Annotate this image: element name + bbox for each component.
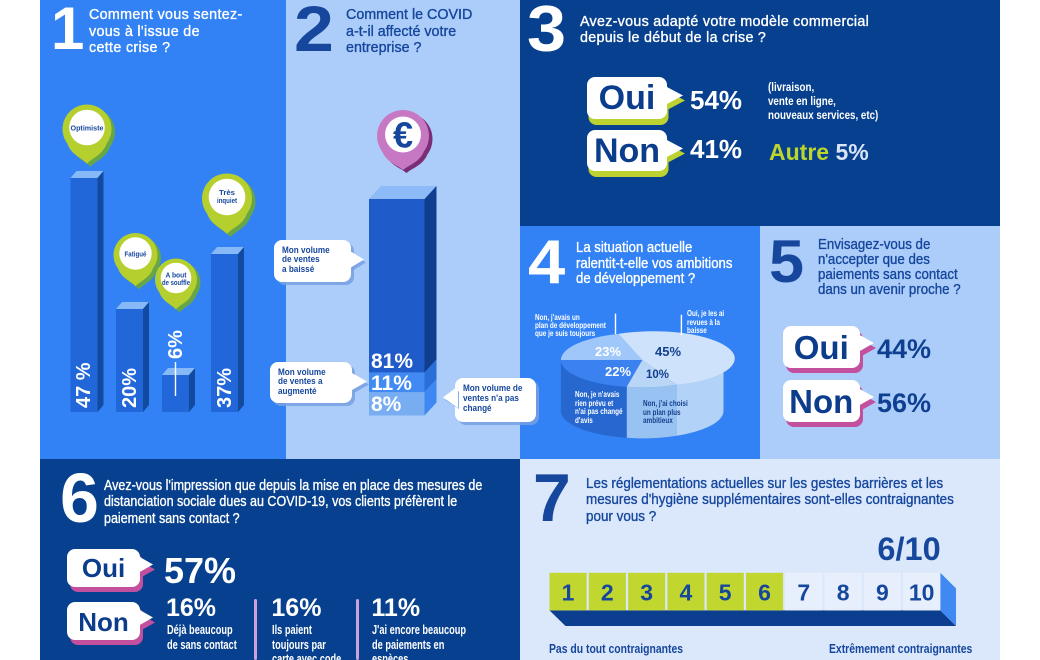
svg-text:A bout: A bout xyxy=(166,273,188,280)
svg-text:2: 2 xyxy=(601,580,614,606)
svg-text:5: 5 xyxy=(719,580,732,606)
svg-text:€: € xyxy=(393,115,413,156)
svg-text:de souffle: de souffle xyxy=(162,280,190,287)
svg-text:3: 3 xyxy=(640,580,653,606)
svg-text:10: 10 xyxy=(909,580,935,606)
svg-text:4: 4 xyxy=(680,580,693,606)
svg-text:Fatigué: Fatigué xyxy=(125,250,147,259)
svg-text:inquiet: inquiet xyxy=(217,196,237,205)
svg-text:8: 8 xyxy=(837,580,850,606)
svg-text:Très: Très xyxy=(219,188,235,197)
svg-text:9: 9 xyxy=(876,580,889,606)
svg-text:6: 6 xyxy=(758,580,771,606)
svg-text:1: 1 xyxy=(562,580,575,606)
svg-text:7: 7 xyxy=(797,580,810,606)
svg-text:Optimiste: Optimiste xyxy=(71,124,104,133)
